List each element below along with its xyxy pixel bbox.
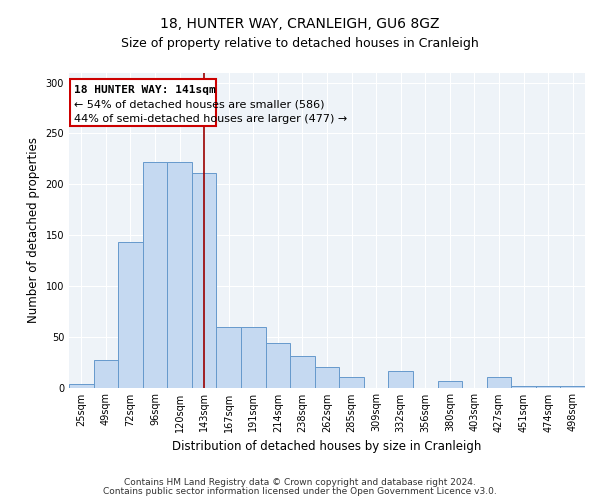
Bar [167, 162, 192, 388]
Bar [217, 326, 241, 388]
Bar [560, 386, 585, 388]
X-axis label: Distribution of detached houses by size in Cranleigh: Distribution of detached houses by size … [172, 440, 482, 453]
Bar [266, 343, 290, 388]
Bar [70, 78, 217, 126]
Bar [388, 371, 413, 388]
Bar [339, 378, 364, 388]
Text: 18 HUNTER WAY: 141sqm: 18 HUNTER WAY: 141sqm [74, 84, 215, 94]
Bar [69, 384, 94, 388]
Bar [290, 356, 315, 388]
Bar [118, 242, 143, 388]
Text: Contains HM Land Registry data © Crown copyright and database right 2024.: Contains HM Land Registry data © Crown c… [124, 478, 476, 487]
Text: ← 54% of detached houses are smaller (586): ← 54% of detached houses are smaller (58… [74, 100, 325, 110]
Bar [192, 173, 217, 388]
Bar [94, 360, 118, 388]
Bar [511, 386, 536, 388]
Y-axis label: Number of detached properties: Number of detached properties [27, 137, 40, 323]
Bar [487, 378, 511, 388]
Text: Size of property relative to detached houses in Cranleigh: Size of property relative to detached ho… [121, 38, 479, 51]
Bar [536, 386, 560, 388]
Bar [143, 162, 167, 388]
Text: Contains public sector information licensed under the Open Government Licence v3: Contains public sector information licen… [103, 487, 497, 496]
Bar [437, 382, 462, 388]
Text: 44% of semi-detached houses are larger (477) →: 44% of semi-detached houses are larger (… [74, 114, 347, 124]
Bar [241, 326, 266, 388]
Bar [315, 367, 339, 388]
Text: 18, HUNTER WAY, CRANLEIGH, GU6 8GZ: 18, HUNTER WAY, CRANLEIGH, GU6 8GZ [160, 18, 440, 32]
